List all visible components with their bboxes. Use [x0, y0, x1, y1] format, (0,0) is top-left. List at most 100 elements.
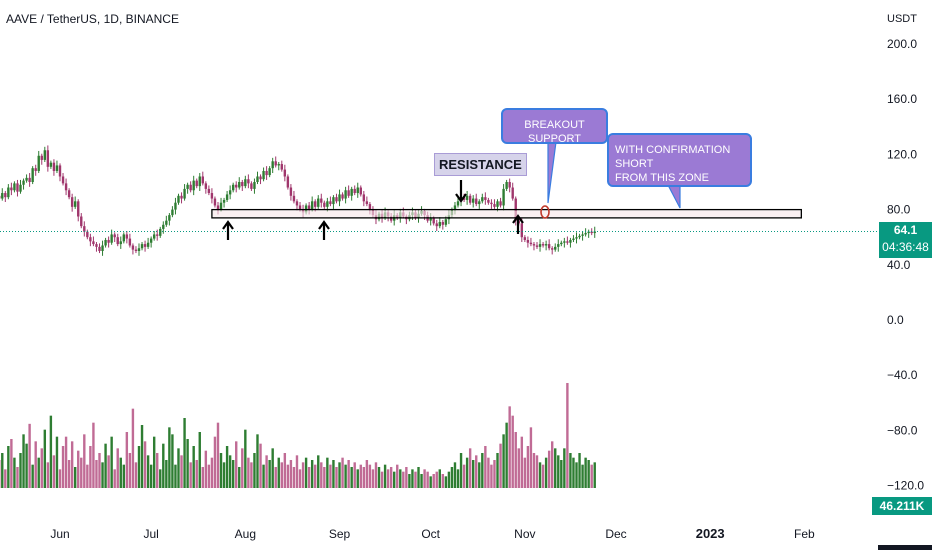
candle-body	[560, 242, 563, 245]
candle-body	[314, 201, 317, 207]
volume-bar	[523, 457, 527, 488]
volume-bar	[484, 446, 487, 488]
volume-bar	[362, 467, 366, 488]
volume-bar	[520, 436, 524, 488]
volume-bar	[550, 441, 554, 488]
time-axis[interactable]: Jun Jul Aug Sep Oct Nov Dec 2023 Feb	[50, 526, 815, 541]
volume-bar	[374, 462, 378, 488]
volume-bar	[244, 429, 247, 488]
candle-body	[529, 242, 533, 245]
candle-body	[238, 182, 241, 188]
volume-bar	[247, 457, 250, 488]
volume-bar	[186, 439, 189, 488]
volume-bar	[529, 427, 533, 488]
candle-body	[146, 242, 150, 247]
candle-body	[189, 184, 192, 191]
candle-body	[34, 168, 37, 171]
candle-body	[231, 184, 235, 191]
volume-bar	[544, 457, 548, 488]
price-axis[interactable]: 200.0 160.0 120.0 80.0 40.0 0.0 −40.0 −80.0 −120…	[887, 13, 924, 493]
callout-pointer	[667, 184, 681, 209]
volume-bar	[171, 434, 174, 488]
candle-body	[487, 199, 490, 203]
volume-bar	[332, 460, 335, 488]
candle-body	[177, 195, 180, 203]
volume-bar	[95, 460, 98, 488]
price-tick-label: −40.0	[887, 368, 918, 382]
price-tick-label: 0.0	[887, 313, 904, 327]
volume-bar	[304, 457, 308, 488]
candle-body	[128, 238, 132, 246]
candle-body	[119, 241, 122, 245]
volume-bar	[156, 453, 159, 488]
volume-bar	[58, 469, 62, 488]
support-zone-fill	[212, 210, 801, 217]
volume-bar	[414, 471, 417, 488]
volume-bar	[481, 453, 484, 488]
down-arrow-icon	[455, 180, 467, 203]
candle-body	[244, 179, 247, 187]
candle-body	[499, 201, 502, 206]
confirmation-line-2: FROM THIS ZONE	[615, 172, 709, 184]
candle-body	[64, 183, 68, 191]
candle-body	[389, 216, 393, 221]
volume-bar	[116, 448, 119, 488]
volume-bar	[444, 476, 448, 488]
volume-bar	[225, 446, 229, 488]
candle-body	[101, 245, 104, 251]
candle-body	[323, 202, 326, 207]
candle-body	[453, 205, 457, 210]
volume-bar	[131, 408, 135, 488]
volume-bar	[347, 460, 350, 488]
volume-bar	[31, 464, 34, 488]
volume-bar	[386, 469, 390, 488]
volume-bar	[289, 460, 293, 488]
volume-bar	[475, 455, 478, 488]
candle-body	[219, 202, 223, 210]
candle-body	[110, 234, 113, 243]
candle-body	[468, 195, 472, 203]
candle-body	[168, 215, 171, 221]
volume-bar	[426, 471, 429, 488]
volume-bar	[198, 432, 201, 488]
time-tick-label: 2023	[696, 526, 725, 541]
time-tick-label: Feb	[794, 527, 815, 541]
candle-body	[95, 244, 98, 247]
volume-bar	[89, 446, 92, 488]
volume-bar	[73, 467, 77, 488]
currency-label: USDT	[887, 13, 917, 25]
volume-bar	[49, 415, 53, 488]
candle-body	[441, 222, 445, 225]
candle-body	[31, 168, 34, 182]
candle-body	[98, 246, 101, 251]
breakout-circle	[540, 205, 550, 219]
volume-bar	[195, 460, 198, 488]
volume-bar	[405, 467, 408, 488]
candle-body	[213, 198, 217, 206]
candle-body	[131, 245, 135, 250]
candle-body	[569, 239, 572, 243]
volume-bar	[496, 453, 499, 488]
candle-body	[481, 197, 484, 202]
candle-body	[262, 170, 265, 180]
volume-bar	[40, 448, 43, 488]
price-tick-label: −80.0	[887, 423, 918, 437]
volume-bar	[590, 464, 593, 488]
candle-body	[180, 195, 183, 199]
candle-body	[174, 202, 177, 210]
volume-bar	[487, 457, 490, 488]
volume-bars	[0, 383, 596, 488]
candle-body	[554, 246, 557, 250]
volume-bar	[70, 441, 74, 488]
volume-bar	[572, 457, 575, 488]
volume-bar	[371, 469, 375, 488]
volume-bar	[55, 436, 59, 488]
volume-bar	[67, 460, 71, 488]
volume-bar	[235, 441, 238, 488]
candle-body	[198, 176, 201, 187]
candle-body	[438, 222, 441, 227]
volume-bar	[417, 467, 420, 488]
candle-body	[575, 237, 578, 239]
volume-bar	[52, 455, 56, 488]
